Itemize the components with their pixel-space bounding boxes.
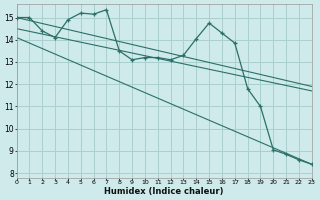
X-axis label: Humidex (Indice chaleur): Humidex (Indice chaleur) xyxy=(104,187,224,196)
